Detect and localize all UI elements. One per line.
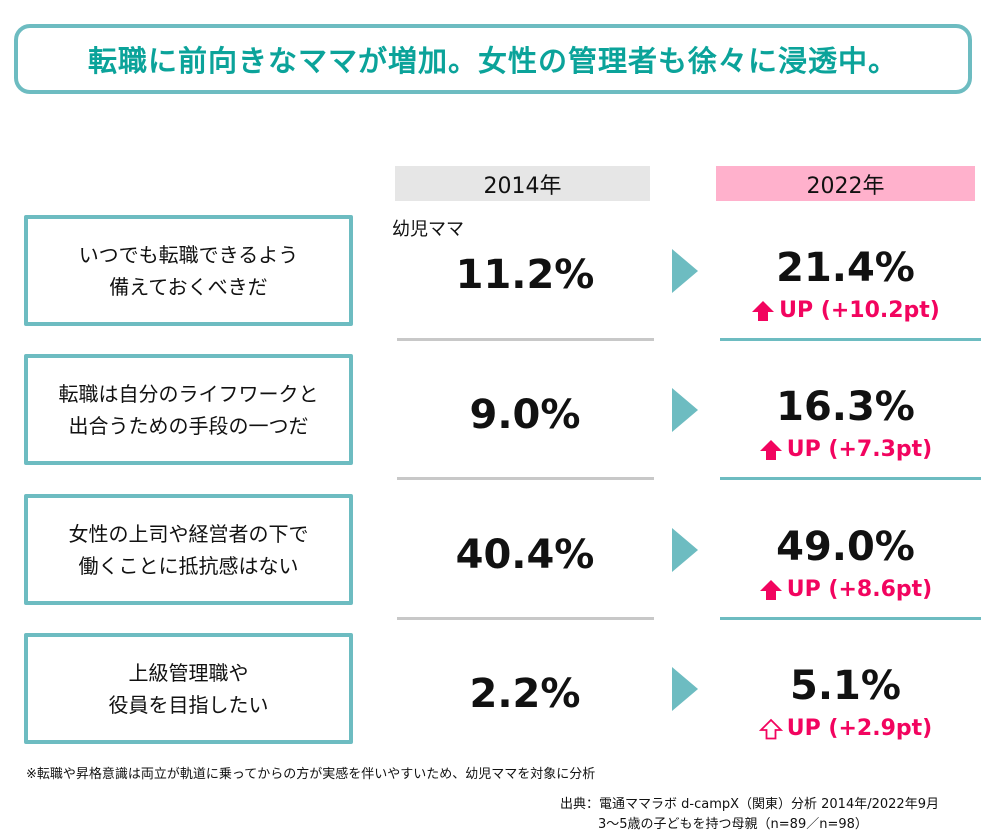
change-label: UP (+8.6pt) [716, 577, 975, 602]
source-line-1: 出典：電通ママラボ d-campX（関東）分析 2014年/2022年9月 [560, 797, 939, 812]
header-2022: 2022年 [716, 166, 975, 201]
up-arrow-icon [759, 579, 782, 600]
triangle-arrow-icon [672, 249, 698, 293]
row-divider-2022 [720, 338, 981, 341]
value-2014: 40.4% [455, 532, 595, 578]
question-box: 女性の上司や経営者の下で 働くことに抵抗感はない [24, 494, 353, 605]
value-2014: 2.2% [469, 671, 581, 717]
question-box: いつでも転職できるよう 備えておくべきだ [24, 215, 353, 326]
value-2014: 9.0% [469, 392, 581, 438]
question-line-2: 出合うための手段の一つだ [68, 413, 309, 438]
question-line-1: 女性の上司や経営者の下で [68, 521, 309, 546]
value-2022: 16.3% [776, 384, 915, 430]
question-line-1: いつでも転職できるよう [78, 242, 299, 267]
value-2014: 11.2% [455, 252, 595, 298]
triangle-arrow-icon [672, 528, 698, 572]
source-line-2: 3〜5歳の子どもを持つ母親（n=89／n=98） [598, 817, 868, 832]
source: 出典：電通ママラボ d-campX（関東）分析 2014年/2022年9月 3〜… [560, 795, 939, 835]
triangle-arrow-icon [672, 667, 698, 711]
row-divider-2014 [397, 477, 654, 480]
question-box: 転職は自分のライフワークと 出合うための手段の一つだ [24, 354, 353, 465]
subheader: 幼児ママ [392, 219, 464, 240]
footnote: ※転職や昇格意識は両立が軌道に乗ってからの方が実感を伴いやすいため、幼児ママを対… [26, 767, 596, 782]
headline-bubble: 転職に前向きなママが増加。女性の管理者も徐々に浸透中。 [14, 24, 972, 94]
change-label: UP (+2.9pt) [716, 716, 975, 741]
question-line-2: 役員を目指したい [108, 692, 269, 717]
up-arrow-icon [752, 300, 775, 321]
header-2014: 2014年 [395, 166, 650, 201]
change-text: UP (+7.3pt) [786, 437, 933, 462]
question-line-1: 上級管理職や [128, 660, 249, 685]
change-text: UP (+8.6pt) [786, 577, 933, 602]
change-label: UP (+7.3pt) [716, 437, 975, 462]
value-2022: 49.0% [776, 524, 915, 570]
change-label: UP (+10.2pt) [716, 298, 975, 323]
headline: 転職に前向きなママが増加。女性の管理者も徐々に浸透中。 [87, 44, 898, 78]
triangle-arrow-icon [672, 388, 698, 432]
value-2022: 21.4% [776, 245, 915, 291]
change-text: UP (+10.2pt) [779, 298, 940, 323]
row-divider-2014 [397, 617, 654, 620]
question-line-1: 転職は自分のライフワークと [58, 381, 319, 406]
up-arrow-icon [759, 439, 782, 460]
question-box: 上級管理職や 役員を目指したい [24, 633, 353, 744]
question-line-2: 働くことに抵抗感はない [78, 553, 299, 578]
question-line-2: 備えておくべきだ [109, 274, 268, 299]
value-2022: 5.1% [790, 663, 901, 709]
up-arrow-outline-icon [758, 718, 783, 739]
row-divider-2014 [397, 338, 654, 341]
row-divider-2022 [720, 477, 981, 480]
change-text: UP (+2.9pt) [786, 716, 933, 741]
row-divider-2022 [720, 617, 981, 620]
